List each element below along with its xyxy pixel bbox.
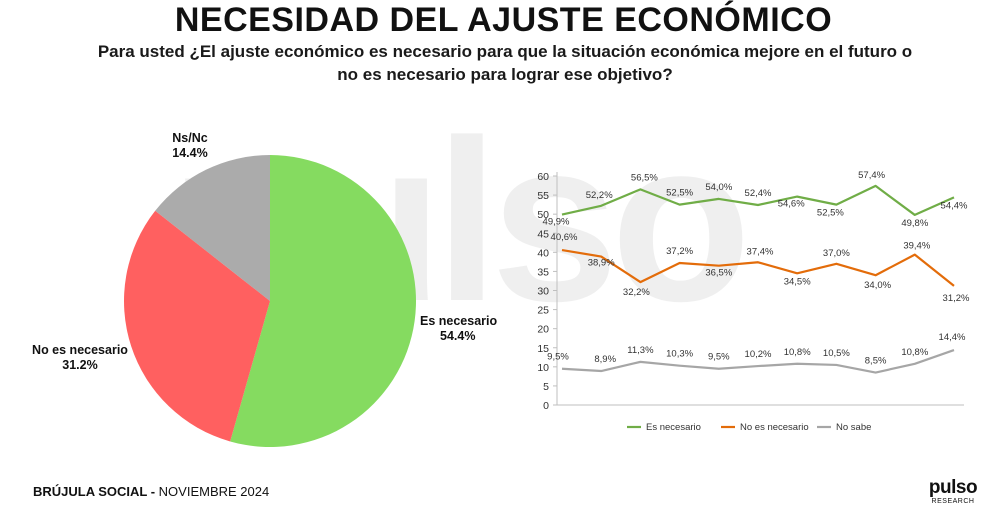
data-label-es-necesario: 52,5%: [666, 188, 693, 199]
pie-label-ns-nc: Ns/Nc: [172, 131, 207, 145]
data-label-es-necesario: 49,9%: [543, 217, 570, 228]
page-title: NECESIDAD DEL AJUSTE ECONÓMICO: [174, 1, 833, 39]
data-label-no-es-necesario: 37,0%: [823, 248, 850, 259]
pie-value-ns-nc: 14.4%: [172, 146, 207, 160]
footer-date: NOVIEMBRE 2024: [158, 484, 270, 499]
y-tick-label: 5: [543, 381, 549, 393]
logo-sub: RESEARCH: [931, 498, 975, 505]
line-chart: 0 5 10 15 20 25 30 35 40 45 50 55 60 49,9% 52,2% 56,5% 5…: [537, 170, 970, 433]
data-label-es-necesario: 52,5%: [817, 208, 844, 219]
y-tick-label: 45: [537, 228, 549, 240]
data-label-es-necesario: 52,4%: [745, 188, 772, 199]
data-label-no-es-necesario: 37,4%: [747, 246, 774, 257]
data-label-es-necesario: 57,4%: [858, 170, 885, 181]
pie-label-no-es-necesario: No es necesario: [32, 343, 128, 357]
y-tick-label: 0: [543, 400, 549, 412]
data-label-no-sabe: 10,8%: [901, 347, 928, 358]
y-tick-label: 20: [537, 324, 549, 336]
logo-word: pulso: [928, 477, 978, 498]
pie-slice-es-necesario: [230, 155, 416, 447]
pie-slice-no-es-necesario: [123, 210, 271, 442]
data-label-no-es-necesario: 36,5%: [705, 268, 732, 279]
legend-label-no-sabe: No sabe: [836, 422, 871, 433]
data-label-no-sabe: 14,4%: [939, 332, 966, 343]
series-line-no-sabe: [561, 349, 955, 374]
data-label-no-sabe: 10,5%: [823, 348, 850, 359]
y-tick-label: 10: [537, 362, 549, 374]
y-tick-label: 35: [537, 266, 549, 278]
y-tick-label: 30: [537, 286, 549, 298]
y-tick-label: 25: [537, 305, 549, 317]
data-label-no-es-necesario: 40,6%: [551, 232, 578, 243]
data-label-es-necesario: 54,6%: [778, 199, 805, 210]
pie-slice-ns-nc: [155, 155, 270, 301]
footer-brand: BRÚJULA SOCIAL -: [33, 484, 159, 499]
data-label-no-es-necesario: 39,4%: [903, 241, 930, 252]
data-label-no-sabe: 8,9%: [594, 354, 616, 365]
data-label-es-necesario: 52,2%: [586, 190, 613, 201]
legend-label-no-es-necesario: No es necesario: [740, 422, 809, 433]
pie-label-es-necesario: Es necesario: [420, 314, 497, 328]
data-label-no-es-necesario: 32,2%: [623, 287, 650, 298]
data-label-no-sabe: 8,5%: [865, 356, 887, 367]
data-label-es-necesario: 49,8%: [901, 218, 928, 229]
y-tick-label: 15: [537, 343, 549, 355]
series-line-es-necesario: [561, 184, 955, 217]
question-subtitle: Para usted ¿El ajuste económico es neces…: [97, 42, 913, 84]
data-label-es-necesario: 54,0%: [705, 182, 732, 193]
y-tick-label: 50: [537, 209, 549, 221]
footer: BRÚJULA SOCIAL - NOVIEMBRE 2024: [33, 484, 269, 499]
pie-value-es-necesario: 54.4%: [440, 329, 475, 343]
data-label-no-es-necesario: 34,0%: [864, 280, 891, 291]
data-label-no-sabe: 10,3%: [666, 349, 693, 360]
data-label-no-es-necesario: 34,5%: [784, 276, 811, 287]
data-label-es-necesario: 56,5%: [631, 172, 658, 183]
data-label-no-sabe: 9,5%: [708, 352, 730, 363]
pie-value-no-es-necesario: 31.2%: [62, 358, 97, 372]
series-line-no-es-necesario: [561, 248, 955, 287]
y-tick-label: 55: [537, 190, 549, 202]
pulso-logo: pulso RESEARCH: [918, 477, 988, 506]
data-label-no-es-necesario: 31,2%: [943, 293, 970, 304]
y-tick-label: 60: [537, 171, 549, 183]
data-label-no-sabe: 9,5%: [547, 352, 569, 363]
legend-label-es-necesario: Es necesario: [646, 422, 701, 433]
data-label-no-sabe: 10,8%: [784, 347, 811, 358]
data-label-no-sabe: 10,2%: [745, 349, 772, 360]
data-label-es-necesario: 54,4%: [941, 200, 968, 211]
data-label-no-es-necesario: 38,9%: [588, 258, 615, 269]
y-tick-label: 40: [537, 247, 549, 259]
data-label-no-sabe: 11,3%: [627, 345, 654, 356]
data-label-no-es-necesario: 37,2%: [666, 246, 693, 257]
